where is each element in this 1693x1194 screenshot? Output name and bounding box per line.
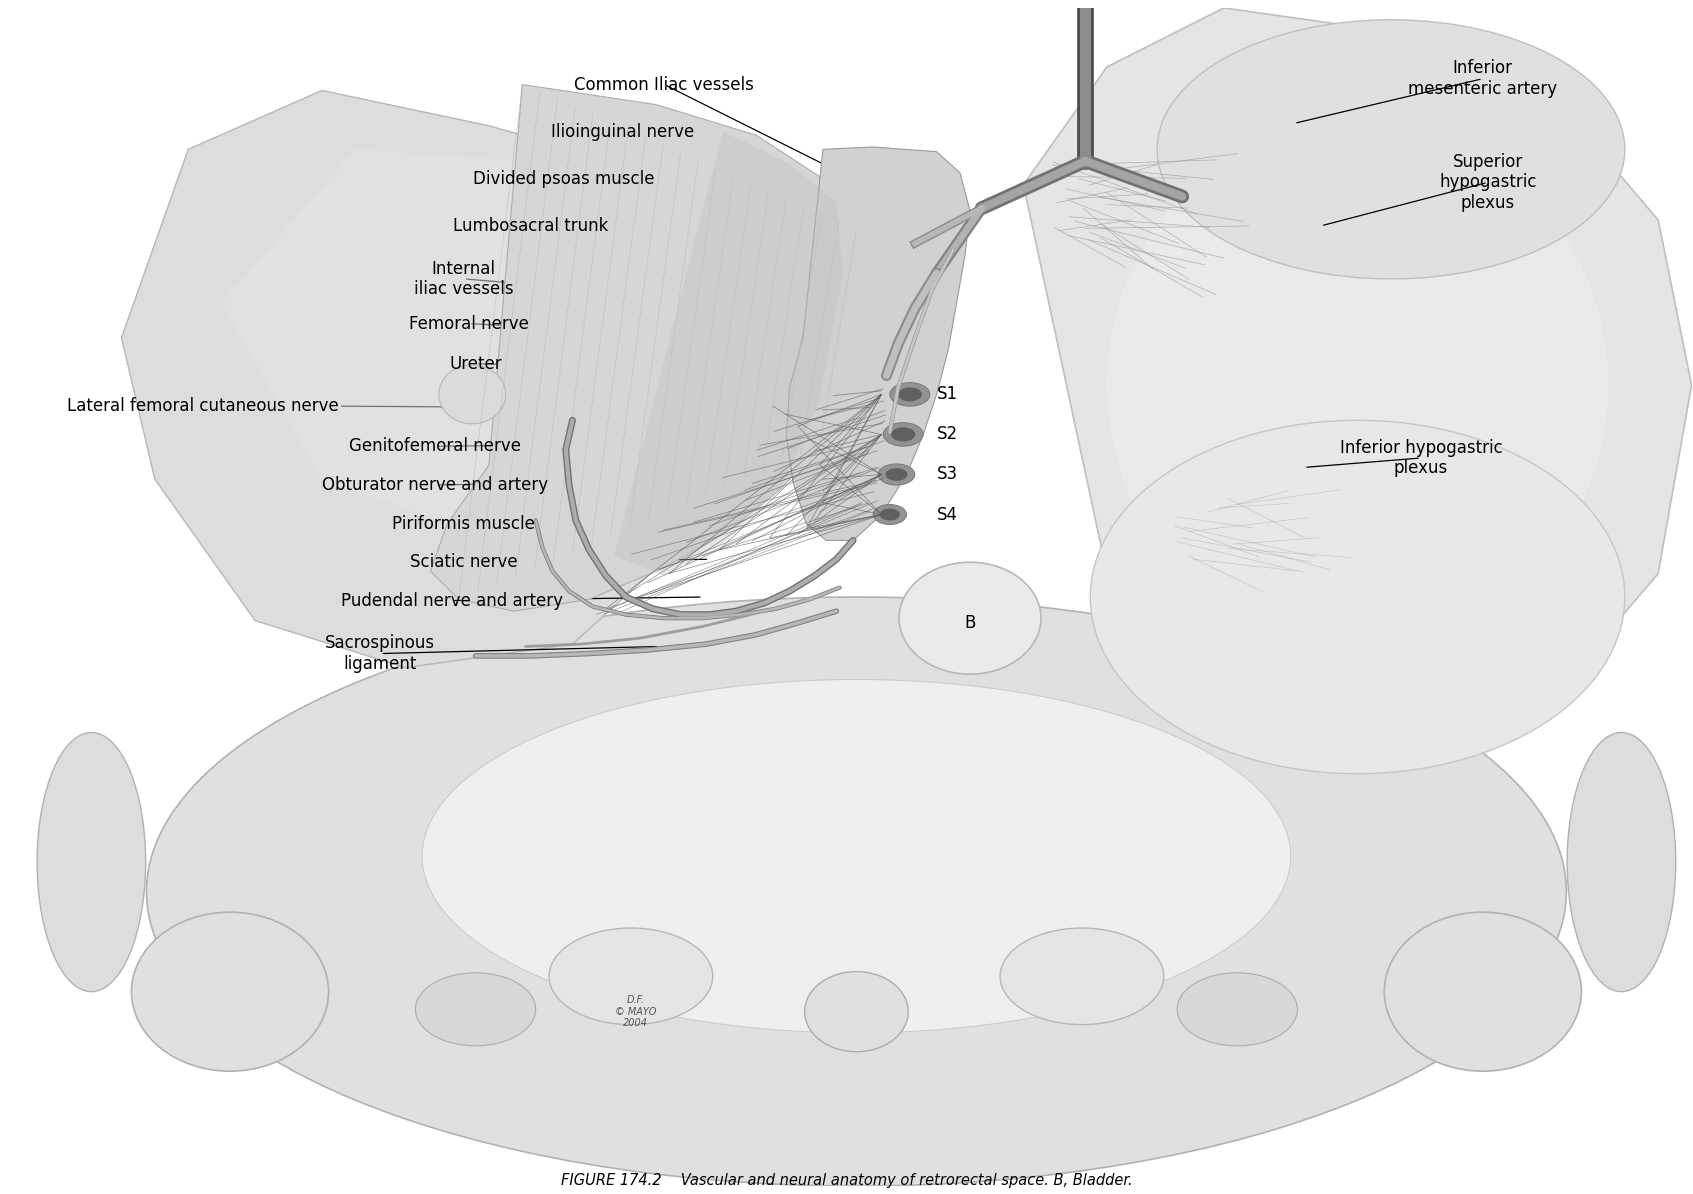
Ellipse shape xyxy=(1001,928,1163,1024)
Ellipse shape xyxy=(884,423,923,447)
Text: Common Iliac vessels: Common Iliac vessels xyxy=(574,75,755,93)
Ellipse shape xyxy=(879,464,914,485)
Ellipse shape xyxy=(415,973,535,1046)
Polygon shape xyxy=(122,91,757,667)
Polygon shape xyxy=(1024,8,1691,738)
Text: Ilioinguinal nerve: Ilioinguinal nerve xyxy=(550,123,694,141)
Ellipse shape xyxy=(1177,973,1297,1046)
Polygon shape xyxy=(615,131,843,576)
Text: S3: S3 xyxy=(936,466,958,484)
Text: S1: S1 xyxy=(936,386,958,404)
Text: Obturator nerve and artery: Obturator nerve and artery xyxy=(322,476,549,494)
Polygon shape xyxy=(786,147,970,541)
Ellipse shape xyxy=(897,387,923,401)
Ellipse shape xyxy=(132,912,328,1071)
Ellipse shape xyxy=(1107,119,1608,650)
Text: Divided psoas muscle: Divided psoas muscle xyxy=(474,170,655,187)
Ellipse shape xyxy=(1090,420,1625,774)
Ellipse shape xyxy=(1156,20,1625,279)
Text: D.F.
© MAYO
2004: D.F. © MAYO 2004 xyxy=(615,995,657,1028)
Text: B: B xyxy=(965,614,975,632)
Ellipse shape xyxy=(422,679,1290,1033)
Text: Sciatic nerve: Sciatic nerve xyxy=(410,553,518,571)
Text: Inferior
mesenteric artery: Inferior mesenteric artery xyxy=(1409,60,1558,98)
Ellipse shape xyxy=(1385,912,1581,1071)
Ellipse shape xyxy=(891,382,929,406)
Text: Sacrospinous
ligament: Sacrospinous ligament xyxy=(325,634,435,673)
Ellipse shape xyxy=(438,365,506,424)
Ellipse shape xyxy=(880,509,901,521)
Text: S4: S4 xyxy=(936,505,958,523)
Text: FIGURE 174.2  Vascular and neural anatomy of retrorectal space. B, Bladder.: FIGURE 174.2 Vascular and neural anatomy… xyxy=(560,1173,1133,1188)
Polygon shape xyxy=(430,85,865,611)
Text: Inferior hypogastric
plexus: Inferior hypogastric plexus xyxy=(1339,438,1502,478)
Text: Pudendal nerve and artery: Pudendal nerve and artery xyxy=(342,591,564,609)
Text: Lumbosacral trunk: Lumbosacral trunk xyxy=(454,217,608,235)
Ellipse shape xyxy=(874,505,906,524)
Ellipse shape xyxy=(899,562,1041,675)
Ellipse shape xyxy=(1568,732,1676,992)
Text: Internal
iliac vessels: Internal iliac vessels xyxy=(415,259,513,298)
Ellipse shape xyxy=(147,597,1566,1186)
Text: S2: S2 xyxy=(936,425,958,443)
Text: Piriformis muscle: Piriformis muscle xyxy=(393,515,535,533)
Ellipse shape xyxy=(549,928,713,1024)
Text: Lateral femoral cutaneous nerve: Lateral femoral cutaneous nerve xyxy=(66,398,339,416)
Ellipse shape xyxy=(804,972,907,1052)
Text: Genitofemoral nerve: Genitofemoral nerve xyxy=(349,437,521,455)
Text: Ureter: Ureter xyxy=(449,355,501,373)
Ellipse shape xyxy=(885,468,907,481)
Text: Superior
hypogastric
plexus: Superior hypogastric plexus xyxy=(1439,153,1537,213)
Ellipse shape xyxy=(891,427,916,442)
Ellipse shape xyxy=(37,732,146,992)
Text: Femoral nerve: Femoral nerve xyxy=(410,315,528,333)
Polygon shape xyxy=(222,149,723,538)
